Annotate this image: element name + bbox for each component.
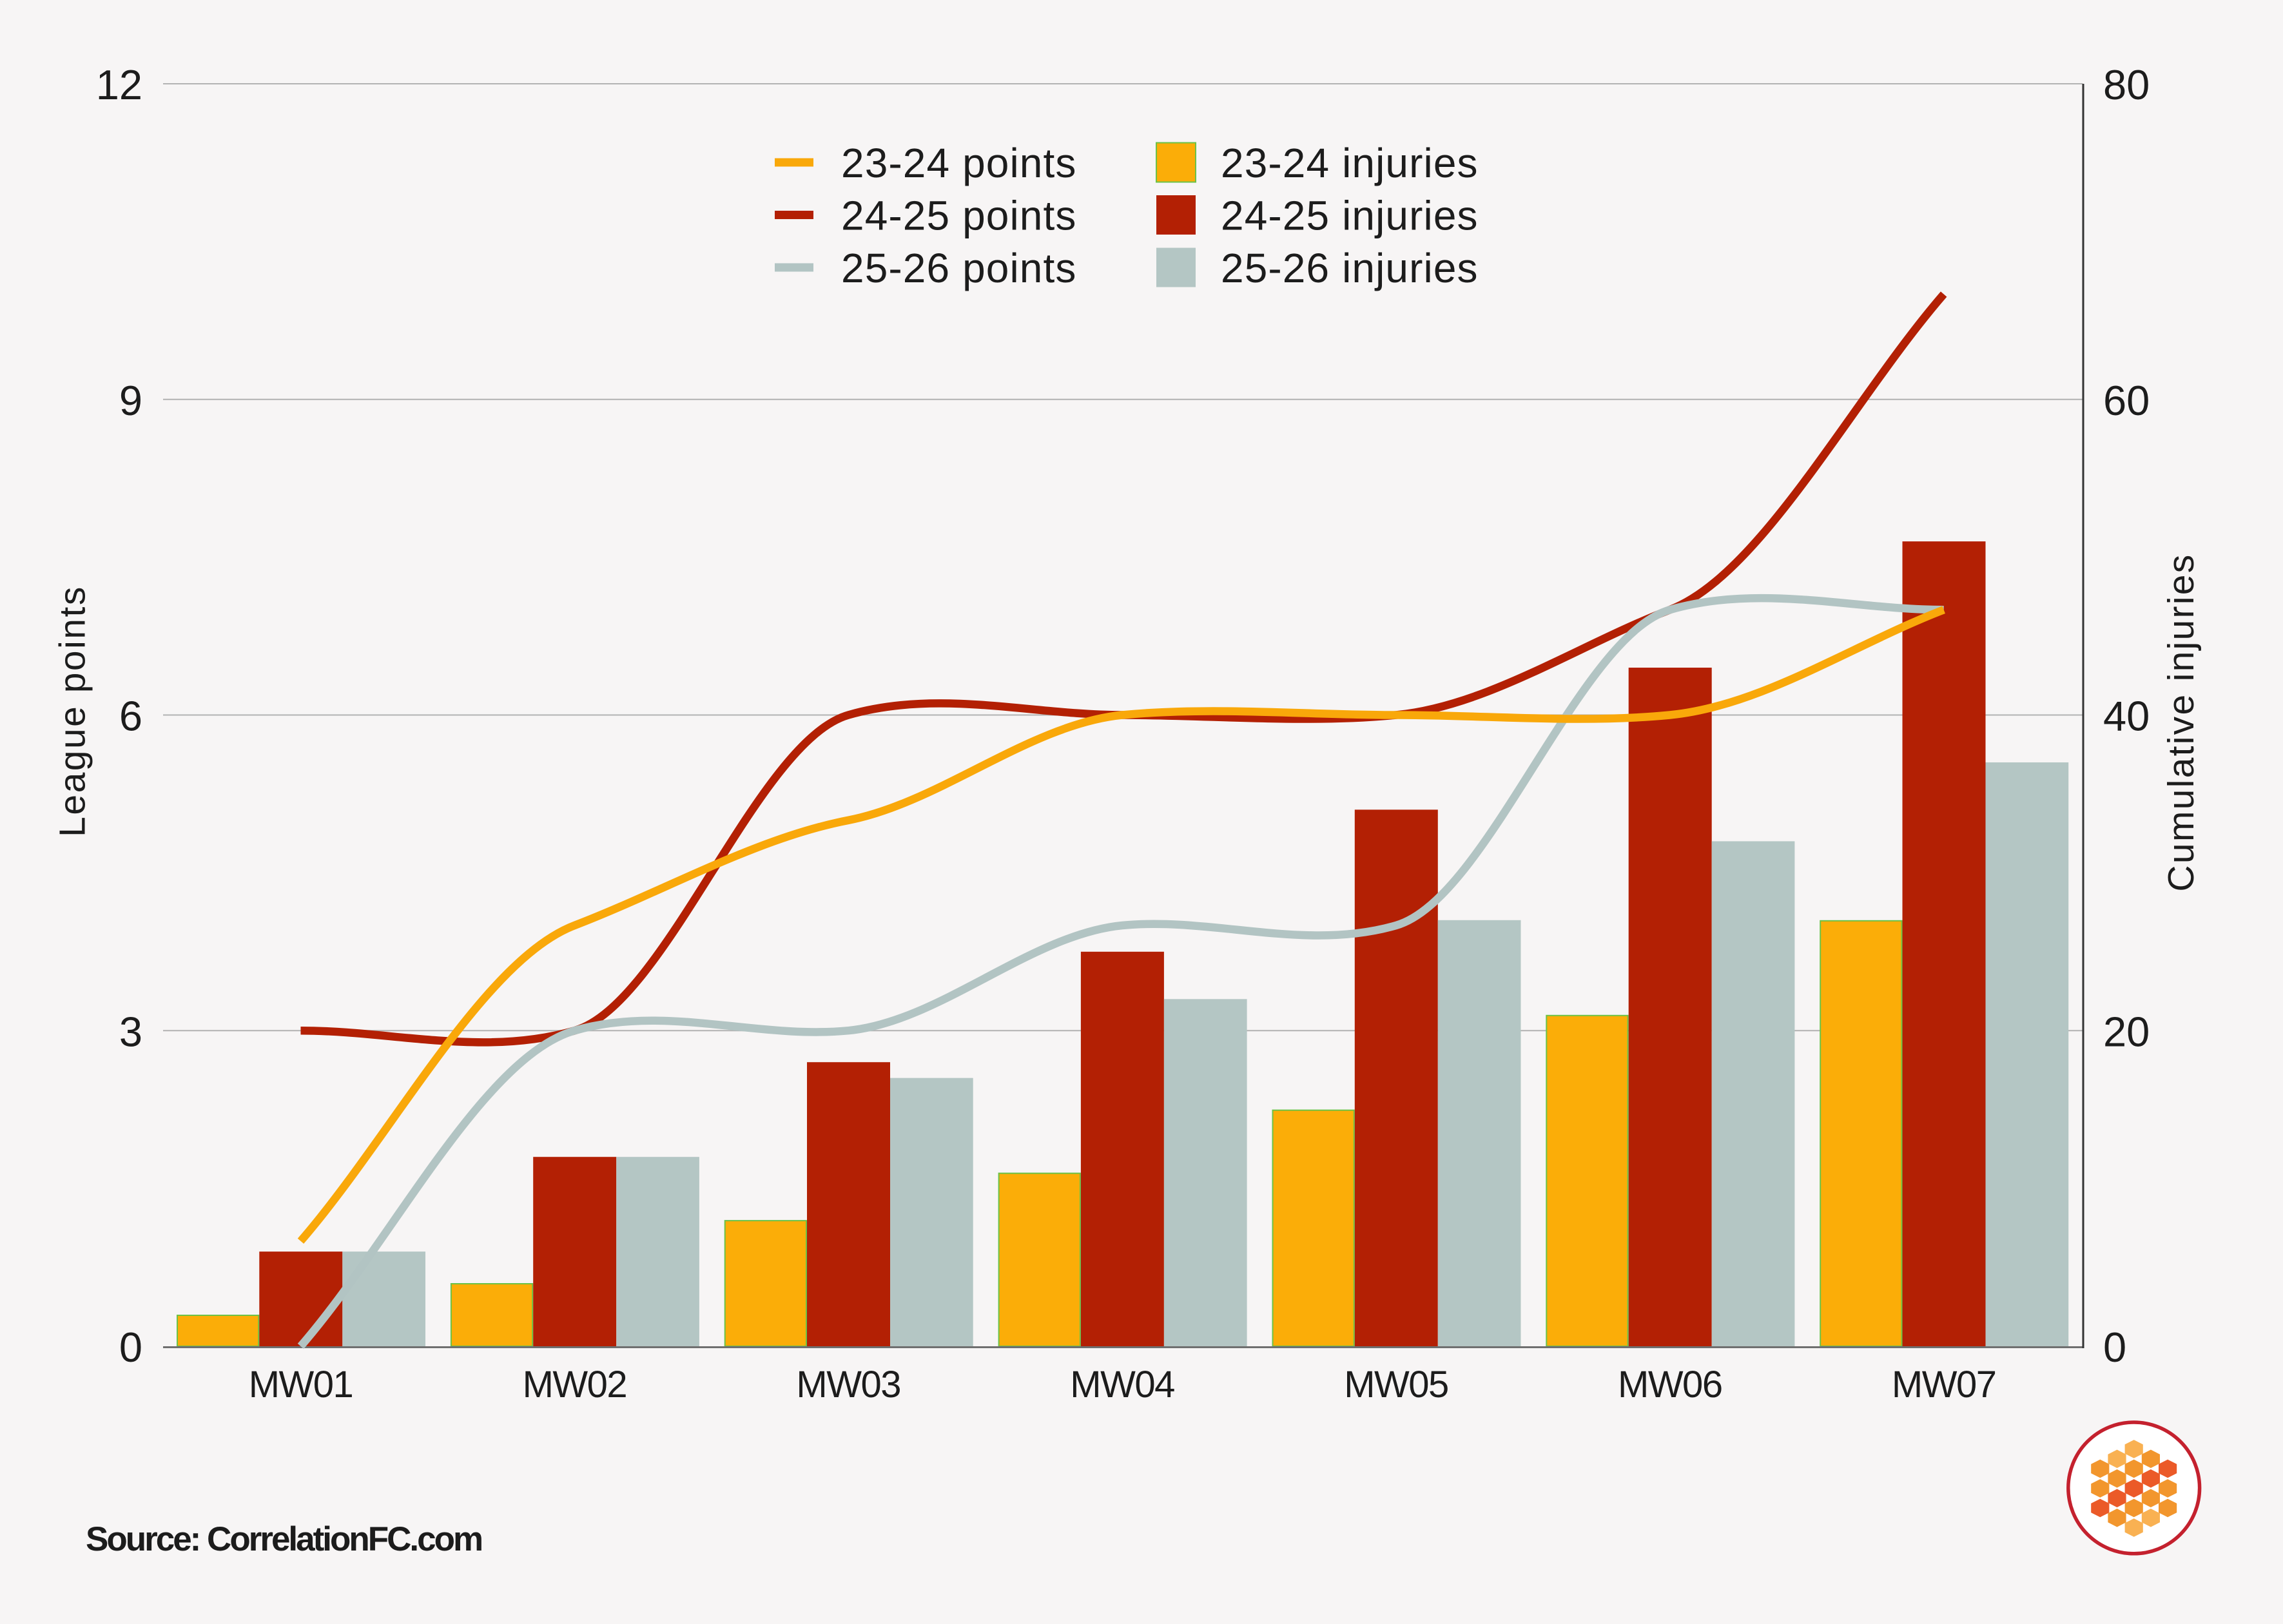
svg-text:MW05: MW05 — [1344, 1364, 1448, 1406]
svg-text:MW03: MW03 — [796, 1364, 900, 1406]
svg-text:0: 0 — [2103, 1324, 2126, 1371]
svg-text:20: 20 — [2103, 1008, 2150, 1055]
svg-text:MW01: MW01 — [249, 1364, 353, 1406]
svg-text:80: 80 — [2103, 61, 2150, 108]
svg-text:MW04: MW04 — [1070, 1364, 1174, 1406]
svg-text:60: 60 — [2103, 377, 2150, 424]
svg-text:23-24 injuries: 23-24 injuries — [1221, 140, 1479, 186]
svg-text:0: 0 — [119, 1324, 142, 1371]
svg-text:3: 3 — [119, 1008, 142, 1055]
svg-text:MW06: MW06 — [1618, 1364, 1722, 1406]
svg-text:League points: League points — [52, 585, 93, 837]
svg-text:25-26 points: 25-26 points — [841, 245, 1076, 291]
svg-text:24-25 points: 24-25 points — [841, 193, 1076, 239]
svg-text:6: 6 — [119, 693, 142, 740]
svg-text:12: 12 — [96, 61, 142, 108]
svg-text:Cumulative injuries: Cumulative injuries — [2161, 553, 2202, 891]
svg-text:9: 9 — [119, 377, 142, 424]
svg-text:MW07: MW07 — [1892, 1364, 1996, 1406]
svg-text:24-25 injuries: 24-25 injuries — [1221, 193, 1479, 239]
svg-text:23-24 points: 23-24 points — [841, 140, 1076, 186]
svg-text:MW02: MW02 — [523, 1364, 627, 1406]
svg-text:Source: CorrelationFC.com: Source: CorrelationFC.com — [86, 1520, 481, 1558]
svg-text:40: 40 — [2103, 693, 2150, 740]
svg-text:25-26 injuries: 25-26 injuries — [1221, 245, 1479, 291]
